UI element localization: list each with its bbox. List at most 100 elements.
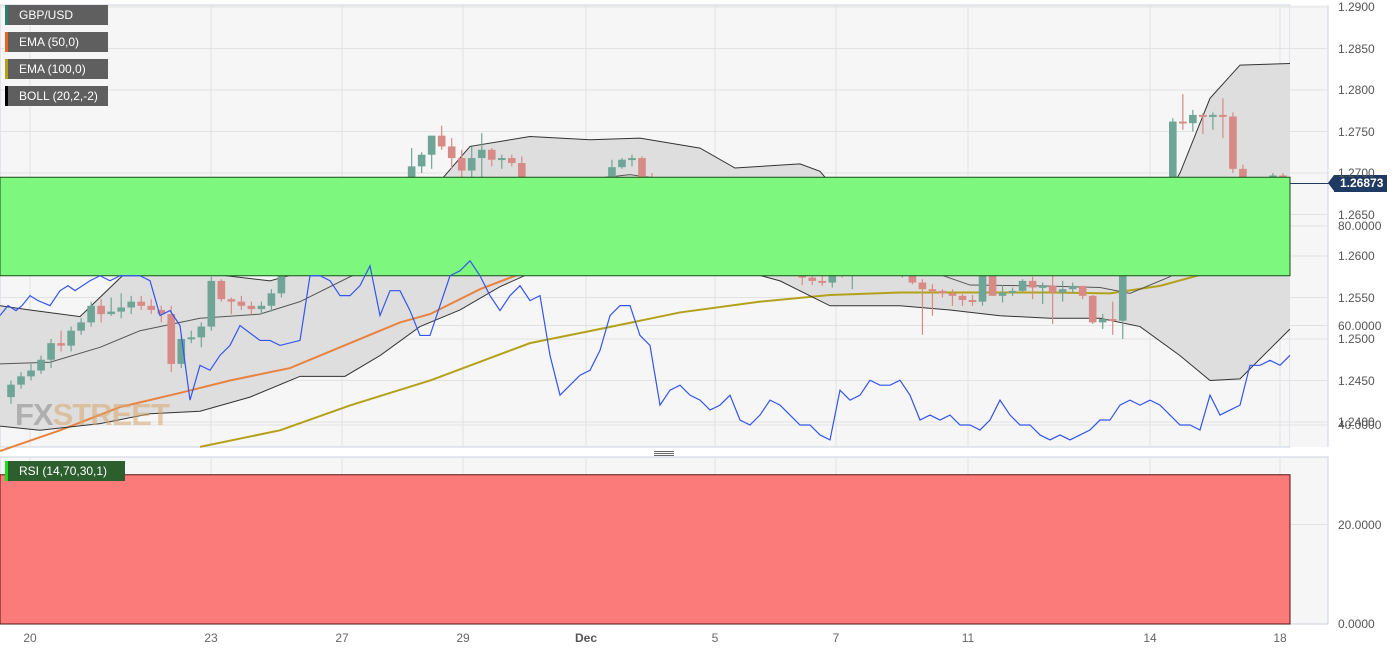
candle [217, 279, 226, 302]
candle [1058, 280, 1067, 302]
candle [1068, 282, 1077, 294]
price-tick: 1.2900 [1338, 0, 1375, 14]
date-tick: 7 [832, 631, 840, 645]
candle [57, 330, 65, 352]
candle [257, 301, 266, 315]
price-tick: 1.2400 [1338, 415, 1375, 429]
candle [457, 149, 466, 182]
candle [187, 330, 196, 344]
candle [47, 339, 55, 369]
candle [1219, 98, 1227, 139]
candle [628, 154, 636, 167]
candle [97, 299, 105, 323]
candle [918, 279, 927, 335]
candle [67, 326, 75, 352]
candle [1088, 295, 1097, 325]
watermark-fx: FX [15, 397, 54, 432]
candle [968, 295, 977, 306]
price-tick: 1.2650 [1338, 207, 1375, 222]
candle [237, 295, 246, 310]
candle [77, 318, 85, 335]
candle [477, 133, 486, 183]
current-price-tag: 1.26873 [1327, 175, 1388, 192]
date-tick: 5 [711, 631, 719, 645]
date-tick: 20 [23, 631, 37, 645]
rsi-overbought-zone [0, 176, 1291, 277]
candle [227, 297, 236, 315]
legend-ema50[interactable]: EMA (50,0) [5, 32, 108, 52]
candle [87, 301, 95, 327]
candle [1078, 285, 1087, 300]
candle [27, 363, 35, 381]
candle [177, 334, 186, 369]
price-tick: 1.2700 [1338, 166, 1375, 180]
candle [497, 154, 506, 169]
candle [7, 380, 15, 404]
candle [17, 372, 25, 389]
price-tick: 1.2450 [1338, 373, 1375, 388]
candle [157, 305, 166, 323]
candle [1098, 314, 1107, 330]
candle [417, 152, 426, 173]
candle [147, 299, 156, 315]
candle [618, 158, 626, 169]
candle [998, 285, 1007, 303]
date-tick: 23 [204, 631, 218, 645]
candle [107, 297, 115, 316]
rsi-oversold-zone [0, 474, 1291, 625]
candle [1189, 109, 1197, 132]
fxstreet-watermark: FXSTREET [15, 397, 170, 433]
price-tick: 1.2600 [1338, 249, 1375, 263]
rsi-tick: 80.0000 [1338, 219, 1382, 233]
candle [247, 301, 256, 315]
candle [167, 305, 176, 373]
candle [1199, 113, 1207, 134]
candle [437, 125, 446, 150]
price-tick: 1.2850 [1338, 41, 1375, 56]
candle [117, 293, 125, 319]
rsi-tick: 40.0000 [1338, 418, 1382, 432]
legend-gbpusd[interactable]: GBP/USD [5, 5, 108, 25]
candle [427, 135, 436, 169]
candle [487, 148, 496, 167]
date-tick: 14 [1143, 631, 1157, 645]
candle [197, 322, 206, 348]
candle [1008, 287, 1017, 296]
candle [938, 289, 947, 298]
candle [1179, 94, 1187, 130]
ema100-line [199, 257, 1291, 448]
candle [1209, 112, 1217, 130]
legend-rsi[interactable]: RSI (14,70,30,1) [5, 461, 126, 481]
pane-resize-handle[interactable] [654, 451, 674, 457]
price-tick: 1.2500 [1338, 332, 1375, 346]
date-tick: 27 [335, 631, 349, 645]
candle [267, 289, 276, 312]
legend-bollinger[interactable]: BOLL (20,2,-2) [5, 86, 108, 106]
candle [447, 138, 456, 169]
candle [137, 295, 146, 310]
candle [37, 355, 45, 374]
candle [1028, 276, 1037, 300]
date-tick: Dec [574, 631, 598, 645]
price-tick: 1.2750 [1338, 124, 1375, 139]
candle [1018, 279, 1027, 293]
price-tick: 1.2800 [1338, 83, 1375, 97]
price-tick: 1.2550 [1338, 290, 1375, 305]
candle [928, 284, 937, 316]
date-tick: 11 [961, 631, 975, 645]
candle [958, 294, 967, 306]
date-tick: 29 [456, 631, 470, 645]
legend-ema100[interactable]: EMA (100,0) [5, 59, 108, 79]
rsi-tick: 60.0000 [1338, 318, 1382, 333]
date-tick: 18 [1273, 631, 1287, 645]
rsi-tick: 20.0000 [1338, 517, 1382, 532]
candle [1229, 112, 1237, 173]
candle [1108, 301, 1117, 335]
indicator-legend: GBP/USD EMA (50,0) EMA (100,0) BOLL (20,… [5, 5, 108, 106]
candle [507, 154, 516, 167]
rsi-line [0, 259, 1291, 441]
watermark-street: STREET [52, 397, 170, 432]
candle [127, 295, 136, 315]
